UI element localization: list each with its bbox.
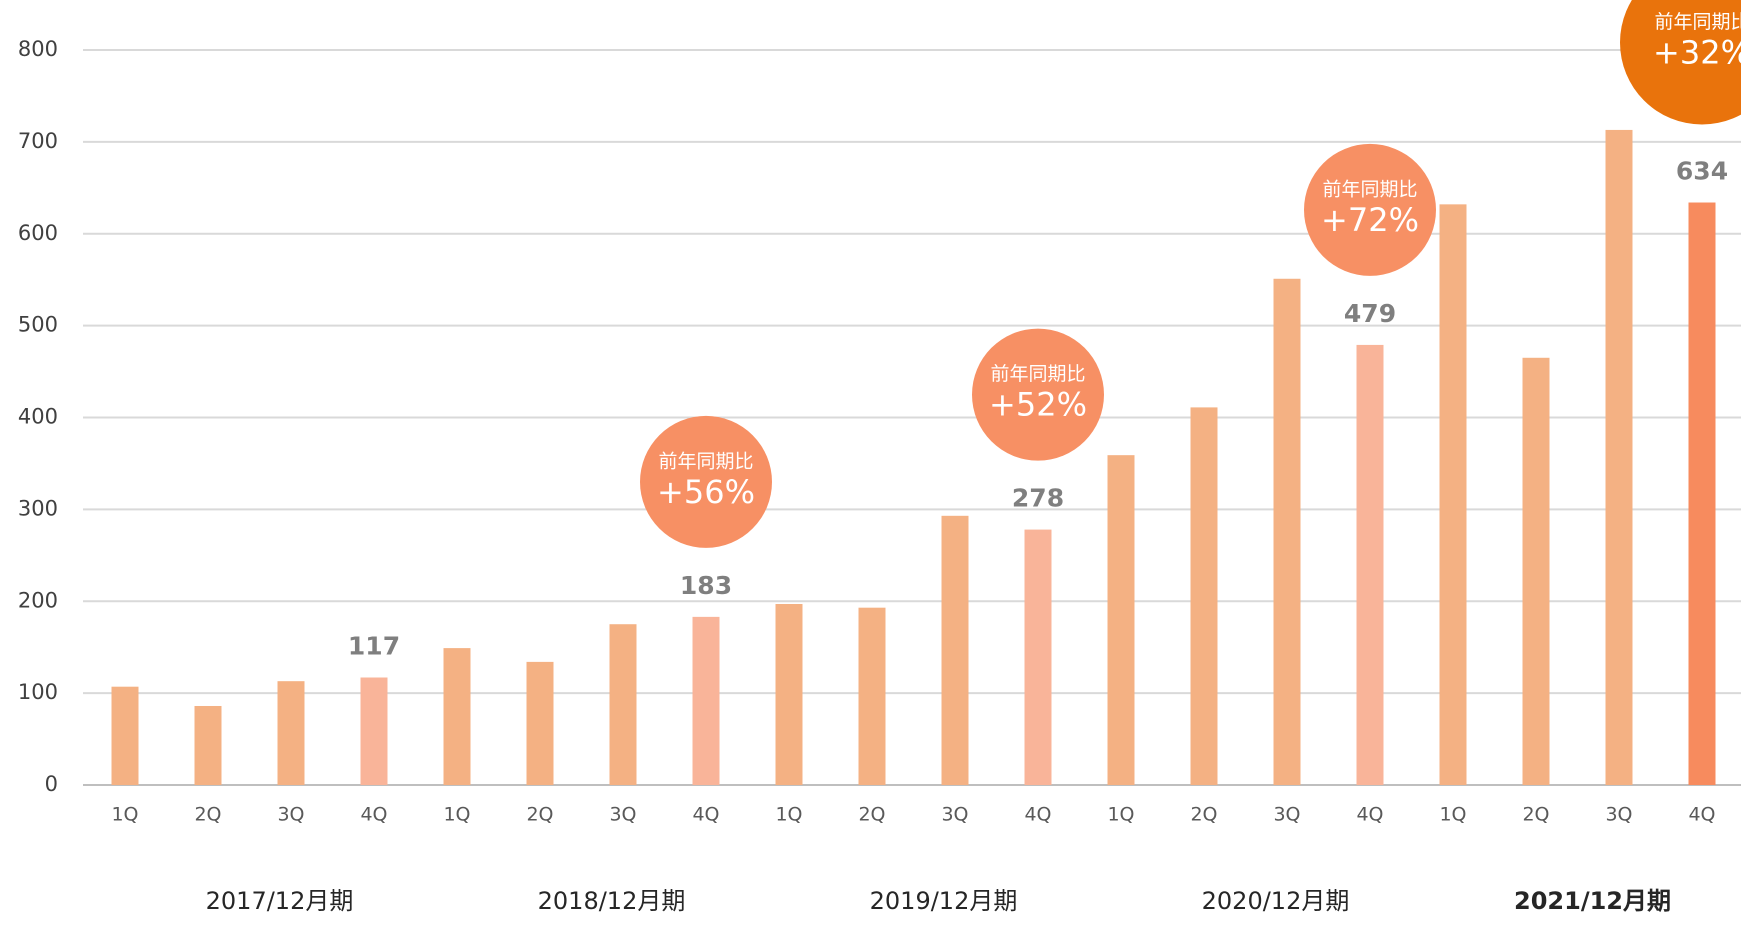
callout-title: 前年同期比 xyxy=(1654,11,1741,33)
group-label: 2018/12月期 xyxy=(538,887,686,915)
x-tick-label: 3Q xyxy=(277,804,304,826)
bar xyxy=(1439,204,1467,786)
bar xyxy=(1273,278,1301,785)
bar xyxy=(360,677,388,785)
bar xyxy=(1107,455,1135,785)
bar xyxy=(277,681,305,785)
y-tick-label: 300 xyxy=(18,496,58,520)
y-tick-label: 100 xyxy=(18,680,58,704)
bar xyxy=(692,616,720,785)
x-tick-label: 2Q xyxy=(194,804,221,826)
callout-title: 前年同期比 xyxy=(1322,178,1417,200)
bar xyxy=(526,661,554,785)
callout-change: +56% xyxy=(657,473,755,511)
bar xyxy=(941,515,969,785)
x-tick-label: 2Q xyxy=(1190,804,1217,826)
group-label: 2021/12月期 xyxy=(1514,887,1671,915)
x-tick-label: 4Q xyxy=(692,804,719,826)
callout-change: +52% xyxy=(989,386,1087,424)
callout-bubble xyxy=(1304,143,1436,276)
x-tick-label: 4Q xyxy=(1688,804,1715,826)
y-tick-label: 600 xyxy=(18,221,58,245)
x-tick-label: 3Q xyxy=(1605,804,1632,826)
group-label: 2017/12月期 xyxy=(206,887,354,915)
callout-title: 前年同期比 xyxy=(658,450,753,472)
x-tick-label: 1Q xyxy=(1439,804,1466,826)
x-tick-label: 2Q xyxy=(858,804,885,826)
x-tick-label: 2Q xyxy=(1522,804,1549,826)
y-tick-label: 400 xyxy=(18,405,58,429)
callout-change: +72% xyxy=(1321,201,1419,239)
bar xyxy=(111,686,139,785)
y-tick-label: 700 xyxy=(18,129,58,153)
bar xyxy=(775,604,803,785)
bar xyxy=(1190,407,1218,785)
x-tick-label: 1Q xyxy=(1107,804,1134,826)
callout-bubble xyxy=(640,415,772,548)
x-tick-label: 3Q xyxy=(941,804,968,826)
callout-bubble xyxy=(972,328,1104,461)
y-tick-label: 500 xyxy=(18,313,58,337)
x-tick-label: 1Q xyxy=(111,804,138,826)
bar xyxy=(1688,202,1716,785)
x-tick-label: 4Q xyxy=(1024,804,1051,826)
value-label: 183 xyxy=(680,571,732,600)
bar xyxy=(609,624,637,785)
value-label: 117 xyxy=(348,632,400,661)
y-tick-label: 200 xyxy=(18,588,58,612)
y-tick-label: 0 xyxy=(45,772,58,796)
group-label: 2019/12月期 xyxy=(870,887,1018,915)
group-label: 2020/12月期 xyxy=(1202,887,1350,915)
value-label: 479 xyxy=(1344,299,1396,328)
x-tick-label: 3Q xyxy=(1273,804,1300,826)
bar xyxy=(1605,129,1633,785)
x-tick-label: 4Q xyxy=(360,804,387,826)
x-tick-label: 2Q xyxy=(526,804,553,826)
y-tick-label: 800 xyxy=(18,37,58,61)
value-label: 634 xyxy=(1676,157,1728,186)
bar xyxy=(194,705,222,785)
bar xyxy=(1024,529,1052,785)
callout-change: +32% xyxy=(1653,34,1741,72)
x-tick-label: 1Q xyxy=(443,804,470,826)
callout-bubble xyxy=(1620,0,1741,125)
bar xyxy=(858,607,886,785)
value-label: 278 xyxy=(1012,484,1064,513)
x-tick-label: 3Q xyxy=(609,804,636,826)
bar xyxy=(443,648,471,785)
x-tick-label: 4Q xyxy=(1356,804,1383,826)
callout-title: 前年同期比 xyxy=(990,363,1085,385)
bar xyxy=(1356,344,1384,785)
x-tick-label: 1Q xyxy=(775,804,802,826)
bar xyxy=(1522,357,1550,785)
